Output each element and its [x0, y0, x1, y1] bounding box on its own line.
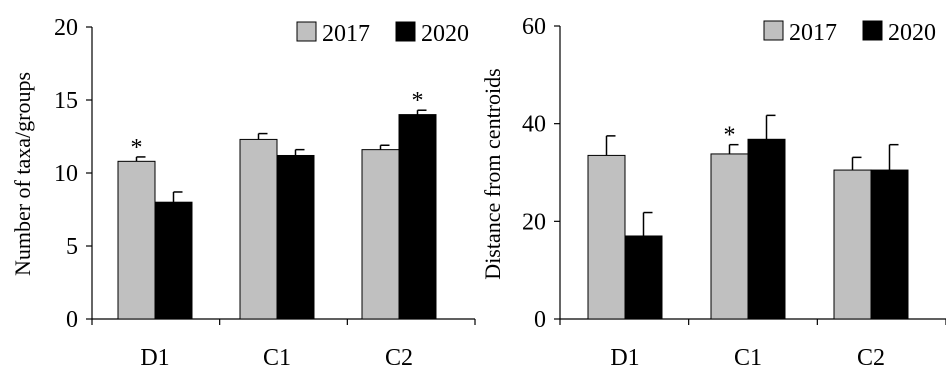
y-tick-label: 15: [54, 88, 78, 114]
bar-C2-2020: [870, 169, 909, 320]
y-tick-label: 5: [66, 234, 78, 260]
x-category-label: C2: [385, 345, 413, 371]
legend-label: 2017: [322, 21, 370, 47]
legend-label: 2020: [421, 21, 469, 47]
y-tick-label: 20: [54, 15, 78, 41]
legend-swatch-2017: [763, 20, 784, 41]
bar-D1-2020: [154, 201, 193, 320]
x-category-label: D1: [140, 345, 169, 371]
y-tick-label: 40: [522, 112, 546, 138]
legend-swatch-2020: [395, 21, 416, 42]
bar-C1-2020: [747, 138, 786, 320]
legend-label: 2017: [789, 20, 837, 46]
y-axis-title: Number of taxa/groups: [10, 72, 35, 276]
bar-C2-2017: [361, 149, 400, 320]
significance-marker: *: [412, 88, 424, 114]
legend-swatch-2020: [862, 20, 883, 41]
chart-1: 0 5 10 15 20 Number of taxa/groups D1 C1 C2 * * 201…: [10, 15, 476, 371]
chart-2: 0 20 40 60 Distance from centroids D1 C1 C2 * 201…: [480, 14, 946, 371]
x-category-label: C1: [734, 345, 762, 371]
y-tick-label: 20: [522, 209, 546, 235]
significance-marker: *: [724, 123, 736, 149]
bar-D1-2017: [117, 160, 156, 320]
y-tick-label: 10: [54, 161, 78, 187]
x-category-label: C2: [857, 345, 885, 371]
bar-D1-2017: [587, 154, 626, 320]
x-category-label: D1: [610, 345, 639, 371]
bar-C2-2020: [398, 114, 437, 320]
bar-C1-2017: [710, 153, 749, 320]
significance-marker: *: [131, 135, 143, 161]
legend-label: 2020: [888, 20, 936, 46]
bar-D1-2020: [624, 235, 663, 320]
y-tick-label: 0: [66, 307, 78, 333]
x-category-label: C1: [263, 345, 291, 371]
legend-swatch-2017: [296, 21, 317, 42]
bar-C1-2020: [276, 154, 315, 320]
y-tick-label: 60: [522, 14, 546, 40]
bar-C2-2017: [833, 169, 872, 320]
y-tick-label: 0: [534, 307, 546, 333]
bar-C1-2017: [239, 138, 278, 320]
y-axis-title: Distance from centroids: [480, 68, 505, 279]
